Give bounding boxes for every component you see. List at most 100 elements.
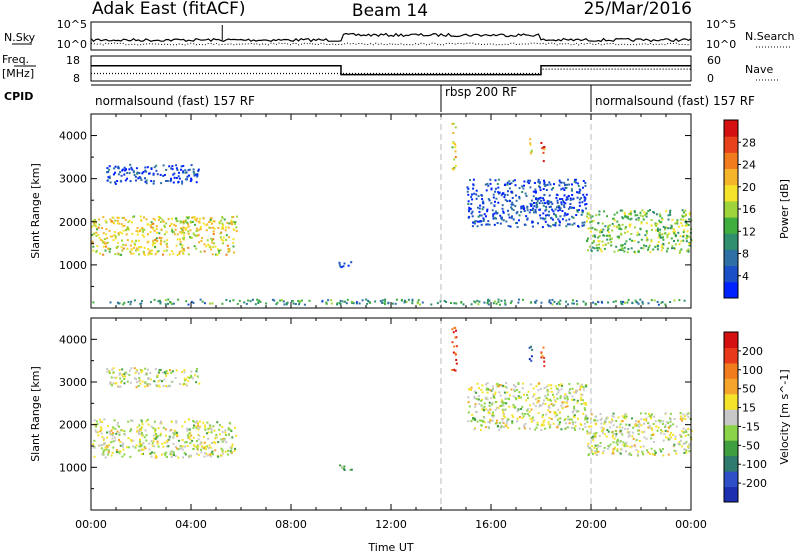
data-point xyxy=(497,178,500,181)
data-point xyxy=(355,302,358,305)
data-point xyxy=(159,379,162,382)
data-point xyxy=(679,250,682,252)
data-point xyxy=(163,452,166,455)
data-point xyxy=(662,420,665,423)
data-point xyxy=(679,417,682,420)
data-point xyxy=(220,454,223,457)
data-point xyxy=(494,408,497,411)
data-point xyxy=(638,425,641,428)
data-point xyxy=(121,373,124,376)
data-point xyxy=(132,170,135,173)
data-point xyxy=(688,450,691,453)
data-point xyxy=(600,250,603,253)
data-point xyxy=(656,248,659,251)
data-point xyxy=(682,442,685,445)
data-point xyxy=(619,423,622,426)
data-point xyxy=(279,299,282,302)
data-point xyxy=(135,381,138,384)
data-point xyxy=(547,384,550,387)
data-point xyxy=(153,437,156,440)
colorbar-swatch xyxy=(724,200,738,218)
data-point xyxy=(634,424,637,427)
data-point xyxy=(542,197,545,200)
data-point xyxy=(650,224,653,227)
data-point xyxy=(611,237,613,240)
data-point xyxy=(618,426,621,429)
data-point xyxy=(533,393,536,396)
data-point xyxy=(476,225,479,228)
data-point xyxy=(538,403,541,406)
data-point xyxy=(543,183,546,186)
data-point xyxy=(321,300,324,303)
data-point xyxy=(146,241,149,244)
data-point xyxy=(97,233,100,236)
data-point xyxy=(452,351,455,354)
data-point xyxy=(596,444,599,447)
data-point xyxy=(155,164,158,167)
data-point xyxy=(206,223,209,226)
data-point xyxy=(201,445,203,448)
data-point xyxy=(590,230,592,233)
data-point xyxy=(173,451,175,454)
data-point xyxy=(611,415,614,418)
colorbar-swatch xyxy=(724,471,738,488)
date-label: 25/Mar/2016 xyxy=(584,0,692,19)
data-point xyxy=(637,241,640,244)
data-point xyxy=(561,198,564,200)
data-point xyxy=(680,445,683,448)
data-point xyxy=(467,193,470,196)
data-point xyxy=(470,303,473,306)
data-point xyxy=(204,426,207,429)
data-point xyxy=(574,421,577,424)
data-point xyxy=(196,420,198,423)
data-point xyxy=(110,235,113,238)
data-point xyxy=(182,456,185,459)
data-point xyxy=(467,209,470,212)
data-point xyxy=(481,208,484,211)
data-point xyxy=(92,249,95,252)
data-point xyxy=(186,445,189,447)
data-point xyxy=(587,217,590,220)
data-point xyxy=(652,434,655,436)
data-point xyxy=(205,448,207,451)
data-point xyxy=(518,187,521,190)
data-point xyxy=(273,299,276,302)
data-point xyxy=(190,177,192,180)
data-point xyxy=(586,240,588,243)
data-point xyxy=(552,404,555,407)
data-point xyxy=(231,443,234,446)
data-point xyxy=(677,239,679,242)
data-point xyxy=(213,440,216,443)
data-point xyxy=(159,432,162,435)
data-point xyxy=(495,197,498,200)
colorbar-tick-label: -100 xyxy=(742,458,767,471)
data-point xyxy=(221,426,224,428)
data-point xyxy=(548,423,551,426)
data-point xyxy=(682,416,685,419)
data-point xyxy=(162,220,165,223)
data-point xyxy=(651,428,654,431)
data-point xyxy=(598,210,601,213)
data-point xyxy=(611,431,614,434)
data-point xyxy=(184,228,187,231)
data-point xyxy=(106,241,109,244)
data-point xyxy=(107,176,110,179)
data-point xyxy=(182,252,185,255)
data-point xyxy=(579,388,582,391)
data-point xyxy=(168,165,171,168)
data-point xyxy=(346,298,349,301)
data-point xyxy=(172,302,175,305)
data-point xyxy=(540,356,543,359)
data-point xyxy=(100,444,103,446)
data-point xyxy=(210,427,213,430)
data-point xyxy=(191,377,194,380)
y-tick-label: 3000 xyxy=(59,173,87,186)
data-point xyxy=(394,302,397,305)
data-point xyxy=(638,233,641,236)
data-point xyxy=(140,302,143,305)
data-point xyxy=(650,447,653,450)
data-point xyxy=(568,223,571,226)
data-point xyxy=(505,422,508,425)
data-point xyxy=(531,418,534,421)
data-point xyxy=(107,449,110,452)
